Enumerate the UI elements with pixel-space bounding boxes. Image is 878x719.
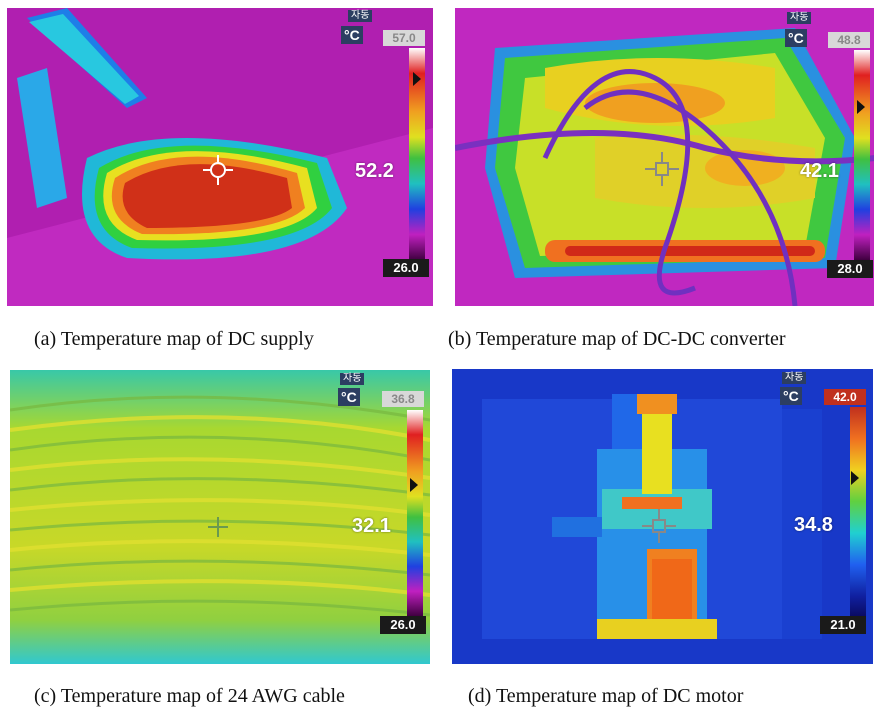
caption-d: (d) Temperature map of DC motor <box>468 685 744 707</box>
scale-max: 48.8 <box>828 32 870 48</box>
thermal-scene-dc-motor <box>452 369 873 664</box>
scale-min: 28.0 <box>827 260 873 278</box>
thermal-image-dc-supply: 자동 °C 57.0 52.2 26.0 <box>7 8 433 306</box>
thermal-scene-24-awg-cable <box>10 370 430 664</box>
thermal-image-24-awg-cable: 자동 °C 36.8 32.1 26.0 <box>10 370 430 664</box>
color-scale-bar <box>407 410 423 616</box>
unit-label: °C <box>341 26 363 44</box>
scale-max: 42.0 <box>824 389 866 405</box>
scale-min: 26.0 <box>380 616 426 634</box>
scale-min: 21.0 <box>820 616 866 634</box>
thermal-scene-dc-supply <box>7 8 433 306</box>
scale-min: 26.0 <box>383 259 429 277</box>
spot-temperature: 34.8 <box>794 514 833 536</box>
unit-label: °C <box>338 388 360 406</box>
scale-marker-icon <box>857 100 865 114</box>
color-scale-bar <box>854 50 870 260</box>
mode-label: 자동 <box>340 373 365 385</box>
caption-b: (b) Temperature map of DC-DC converter <box>448 328 786 350</box>
scale-max: 57.0 <box>383 30 425 46</box>
spot-temperature: 32.1 <box>352 515 391 537</box>
scale-marker-icon <box>410 478 418 492</box>
unit-label: °C <box>785 29 807 47</box>
caption-a: (a) Temperature map of DC supply <box>34 328 314 350</box>
mode-label: 자동 <box>348 10 373 22</box>
scale-max: 36.8 <box>382 391 424 407</box>
mode-label: 자동 <box>787 12 812 24</box>
spot-temperature: 52.2 <box>355 160 394 182</box>
color-scale-bar <box>409 48 425 260</box>
scale-marker-icon <box>413 72 421 86</box>
color-scale-bar <box>850 407 866 617</box>
thermal-image-dc-motor: 자동 °C 42.0 34.8 21.0 <box>452 369 873 664</box>
mode-label: 자동 <box>782 372 807 384</box>
caption-c: (c) Temperature map of 24 AWG cable <box>34 685 345 707</box>
thermal-image-dc-dc-converter: 자동 °C 48.8 42.1 28.0 <box>455 8 874 306</box>
unit-label: °C <box>780 387 802 405</box>
thermal-scene-dc-dc-converter <box>455 8 874 306</box>
spot-temperature: 42.1 <box>800 160 839 182</box>
scale-marker-icon <box>851 471 859 485</box>
